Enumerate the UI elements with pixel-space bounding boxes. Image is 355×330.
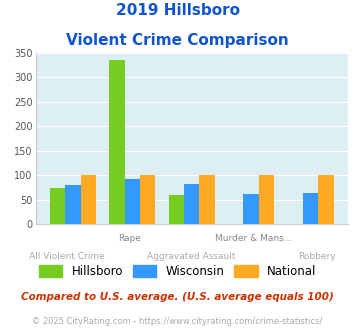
Legend: Hillsboro, Wisconsin, National: Hillsboro, Wisconsin, National xyxy=(34,260,321,282)
Text: 2019 Hillsboro: 2019 Hillsboro xyxy=(115,3,240,18)
Bar xyxy=(259,175,274,224)
Bar xyxy=(65,185,81,224)
Bar xyxy=(318,175,334,224)
Bar xyxy=(50,188,65,224)
Bar xyxy=(303,192,318,224)
Text: All Violent Crime: All Violent Crime xyxy=(29,252,105,261)
Text: Rape: Rape xyxy=(118,234,141,243)
Bar xyxy=(81,175,96,224)
Text: Robbery: Robbery xyxy=(298,252,335,261)
Bar xyxy=(109,60,125,224)
Text: © 2025 CityRating.com - https://www.cityrating.com/crime-statistics/: © 2025 CityRating.com - https://www.city… xyxy=(32,317,323,326)
Bar xyxy=(140,175,155,224)
Bar xyxy=(125,179,140,224)
Text: Murder & Mans...: Murder & Mans... xyxy=(215,234,293,243)
Text: Compared to U.S. average. (U.S. average equals 100): Compared to U.S. average. (U.S. average … xyxy=(21,292,334,302)
Text: Violent Crime Comparison: Violent Crime Comparison xyxy=(66,33,289,48)
Bar xyxy=(200,175,215,224)
Bar xyxy=(169,195,184,224)
Bar xyxy=(244,194,259,224)
Bar xyxy=(184,184,200,224)
Text: Aggravated Assault: Aggravated Assault xyxy=(147,252,236,261)
